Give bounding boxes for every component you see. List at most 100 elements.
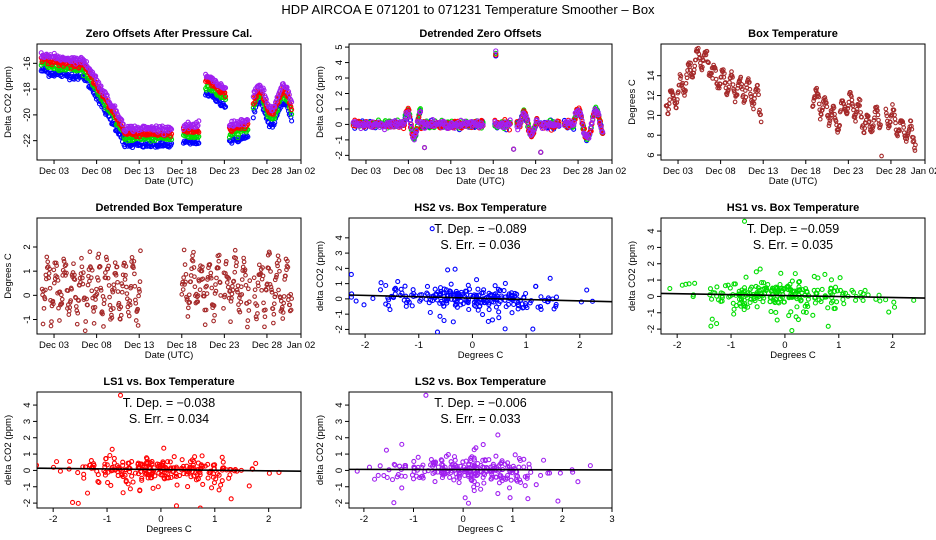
data-point xyxy=(587,463,593,469)
data-point xyxy=(457,294,463,300)
data-point xyxy=(251,275,257,281)
data-point xyxy=(773,309,779,315)
data-point xyxy=(456,480,462,486)
data-point xyxy=(283,273,288,279)
data-point xyxy=(150,485,156,491)
data-point xyxy=(117,316,123,322)
data-point xyxy=(222,104,229,110)
data-point xyxy=(759,291,765,297)
data-point xyxy=(275,253,281,259)
data-point xyxy=(84,296,89,302)
data-point xyxy=(903,139,909,144)
data-point xyxy=(289,99,295,105)
data-point xyxy=(136,286,142,292)
data-point xyxy=(214,275,219,281)
data-point xyxy=(63,273,68,278)
data-point xyxy=(691,67,697,73)
data-point xyxy=(512,452,518,458)
data-point xyxy=(508,477,514,483)
data-point xyxy=(827,120,832,126)
data-point xyxy=(201,293,207,299)
data-point xyxy=(192,284,198,290)
data-point xyxy=(742,301,748,307)
data-point xyxy=(408,125,414,131)
data-point xyxy=(289,111,295,117)
data-point xyxy=(522,483,528,489)
data-point xyxy=(676,89,681,95)
data-point xyxy=(722,283,729,289)
data-point xyxy=(515,306,521,312)
data-point xyxy=(417,298,423,304)
data-point xyxy=(111,455,117,461)
data-point xyxy=(111,460,117,466)
data-point xyxy=(499,295,505,301)
data-point xyxy=(288,291,294,297)
data-point xyxy=(226,275,232,281)
data-point xyxy=(252,294,257,299)
data-point xyxy=(798,298,804,304)
data-point xyxy=(106,263,111,269)
data-point xyxy=(578,112,584,119)
data-point xyxy=(524,475,530,481)
data-point xyxy=(739,82,745,87)
data-point xyxy=(502,326,508,332)
data-point xyxy=(742,288,748,294)
data-point xyxy=(109,446,115,452)
data-point xyxy=(465,300,471,306)
data-point xyxy=(577,110,584,116)
data-point xyxy=(114,463,120,469)
data-point xyxy=(471,302,478,308)
data-point xyxy=(736,288,742,294)
data-point xyxy=(475,286,481,292)
data-point xyxy=(208,275,214,281)
data-point xyxy=(95,478,101,485)
data-point xyxy=(525,123,531,130)
data-point xyxy=(399,485,405,491)
data-point xyxy=(481,480,487,486)
data-point xyxy=(871,118,877,123)
data-point xyxy=(133,300,139,306)
data-point xyxy=(587,131,593,137)
data-point xyxy=(84,336,88,340)
data-point xyxy=(87,462,93,468)
regression-line xyxy=(37,467,301,473)
data-point xyxy=(120,121,126,127)
y-tick-label: -2 xyxy=(334,151,345,159)
panel-p2: Detrended Zero Offsets Dec 03 Dec 08 Dec 13… xyxy=(315,28,626,187)
data-point xyxy=(530,326,536,332)
data-point xyxy=(589,120,595,126)
data-point xyxy=(181,471,187,477)
y-tick-label: -1 xyxy=(334,136,345,144)
data-point xyxy=(95,472,101,478)
data-point xyxy=(395,278,401,285)
x-tick-label: -2 xyxy=(49,514,57,525)
data-point xyxy=(238,299,244,305)
plot-frame xyxy=(348,391,613,509)
data-point xyxy=(690,292,697,298)
data-point xyxy=(277,268,282,274)
data-point xyxy=(94,286,99,292)
data-point xyxy=(119,471,125,477)
data-point xyxy=(462,495,468,501)
data-point xyxy=(94,291,100,297)
data-point xyxy=(892,116,898,122)
data-point xyxy=(713,68,719,73)
data-point xyxy=(794,304,800,310)
data-point xyxy=(126,313,132,319)
data-point xyxy=(466,306,472,313)
data-point xyxy=(812,300,818,306)
data-point xyxy=(40,321,46,327)
data-point xyxy=(406,112,412,118)
data-point xyxy=(517,477,523,483)
data-point xyxy=(804,289,810,295)
data-point xyxy=(498,475,504,481)
y-tick-label: 4 xyxy=(646,228,657,233)
data-point xyxy=(751,101,757,106)
data-point xyxy=(860,291,866,297)
x-tick-label: Dec 28 xyxy=(563,166,593,177)
x-tick-label: Dec 03 xyxy=(39,166,69,177)
data-point xyxy=(125,309,131,315)
data-point xyxy=(230,287,236,293)
data-point xyxy=(846,103,851,109)
data-point xyxy=(77,275,83,281)
